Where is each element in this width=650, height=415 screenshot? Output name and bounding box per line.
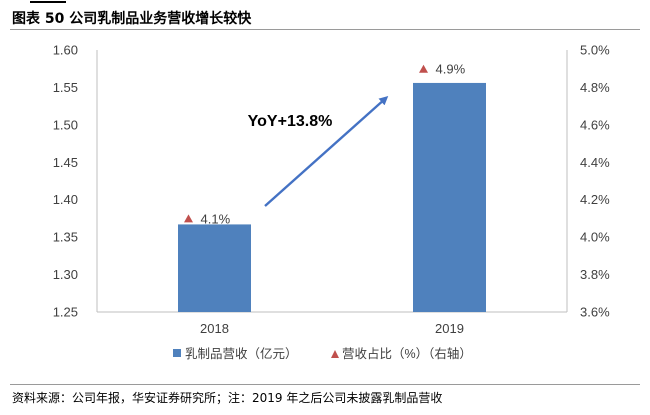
right-axis-tick-label: 3.8% [580, 267, 610, 282]
left-axis-tick-label: 1.35 [53, 230, 78, 245]
right-axis-tick-label: 4.2% [580, 192, 610, 207]
source-divider [10, 384, 640, 385]
yoy-growth-label: YoY+13.8% [248, 113, 333, 130]
left-axis-tick-label: 1.45 [53, 155, 78, 170]
legend-bar-swatch [173, 349, 181, 357]
legend-marker-label: 营收占比（%）（右轴） [342, 346, 472, 361]
left-axis-tick-label: 1.40 [53, 192, 78, 207]
left-axis-tick-label: 1.60 [53, 43, 78, 58]
x-axis-category-label: 2019 [435, 321, 464, 336]
share-marker [184, 214, 193, 223]
share-marker [419, 64, 428, 73]
right-axis-tick-label: 4.0% [580, 230, 610, 245]
right-axis-tick-label: 4.8% [580, 80, 610, 95]
x-axis-category-label: 2018 [200, 321, 229, 336]
left-axis-tick-label: 1.25 [53, 305, 78, 320]
revenue-bar [413, 82, 486, 313]
share-data-label: 4.9% [436, 62, 466, 77]
yoy-growth-arrow [264, 96, 389, 207]
source-note: 资料来源：公司年报，华安证券研究所；注：2019 年之后公司未披露乳制品营收 [12, 391, 443, 405]
left-axis-tick-label: 1.30 [53, 267, 78, 282]
title-divider [10, 29, 640, 30]
right-axis-tick-label: 5.0% [580, 43, 610, 58]
legend-marker-swatch [331, 350, 339, 358]
top-rule [30, 1, 66, 3]
right-axis-tick-label: 3.6% [580, 305, 610, 320]
right-axis-tick-label: 4.4% [580, 155, 610, 170]
left-axis-tick-label: 1.50 [53, 117, 78, 132]
revenue-bar [178, 224, 251, 312]
right-axis-tick-label: 4.6% [580, 117, 610, 132]
share-data-label: 4.1% [201, 211, 231, 226]
left-axis-tick-label: 1.55 [53, 80, 78, 95]
legend-bar-label: 乳制品营收（亿元） [185, 346, 298, 361]
figure-title: 图表 50 公司乳制品业务营收增长较快 [12, 11, 252, 27]
